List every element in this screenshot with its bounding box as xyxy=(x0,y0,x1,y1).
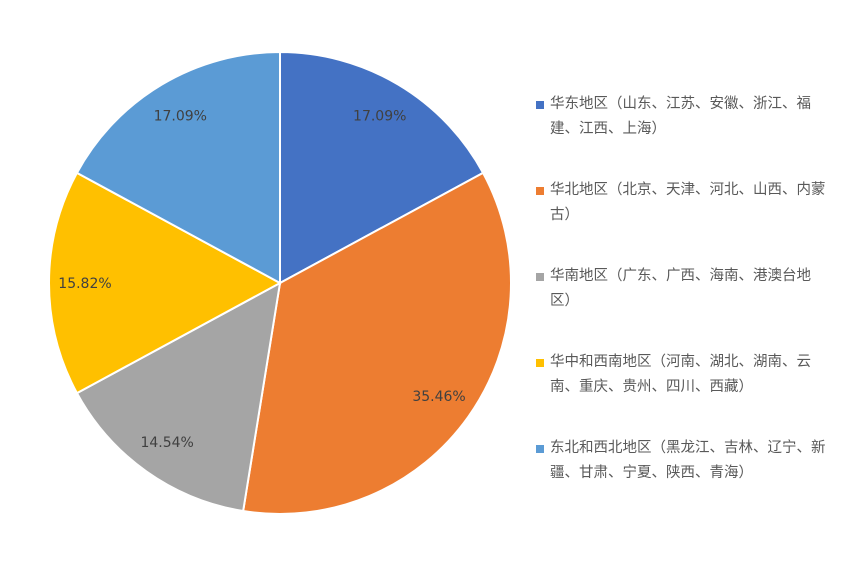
data-label-1: 17.09% xyxy=(353,108,406,124)
legend-swatch xyxy=(536,187,544,195)
pie-slice-2 xyxy=(242,171,512,515)
legend: 华东地区（山东、江苏、安徽、浙江、福建、江西、上海） 华北地区（北京、天津、河北、… xyxy=(536,92,826,522)
legend-label: 东北和西北地区（黑龙江、吉林、辽宁、新疆、甘肃、宁夏、陕西、青海） xyxy=(550,440,826,481)
pie-slice-1 xyxy=(279,50,485,285)
legend-swatch xyxy=(536,273,544,281)
legend-label: 华北地区（北京、天津、河北、山西、内蒙古） xyxy=(550,182,826,223)
legend-item-4: 华中和西南地区（河南、湖北、湖南、云南、重庆、贵州、四川、西藏） xyxy=(536,350,826,400)
legend-label: 华中和西南地区（河南、湖北、湖南、云南、重庆、贵州、四川、西藏） xyxy=(550,354,811,395)
pie-slice-4 xyxy=(48,171,283,395)
data-label-3: 14.54% xyxy=(140,435,193,451)
data-label-2: 35.46% xyxy=(412,389,465,405)
pie-slice-5 xyxy=(75,50,281,285)
legend-swatch xyxy=(536,445,544,453)
data-label-4: 15.82% xyxy=(58,276,111,292)
data-label-5: 17.09% xyxy=(154,108,207,124)
pie-slice-3 xyxy=(75,281,282,513)
legend-item-5: 东北和西北地区（黑龙江、吉林、辽宁、新疆、甘肃、宁夏、陕西、青海） xyxy=(536,436,826,486)
legend-label: 华南地区（广东、广西、海南、港澳台地区） xyxy=(550,268,811,309)
legend-item-3: 华南地区（广东、广西、海南、港澳台地区） xyxy=(536,264,826,314)
legend-label: 华东地区（山东、江苏、安徽、浙江、福建、江西、上海） xyxy=(550,96,811,137)
legend-item-1: 华东地区（山东、江苏、安徽、浙江、福建、江西、上海） xyxy=(536,92,826,142)
legend-swatch xyxy=(536,359,544,367)
legend-swatch xyxy=(536,101,544,109)
legend-item-2: 华北地区（北京、天津、河北、山西、内蒙古） xyxy=(536,178,826,228)
